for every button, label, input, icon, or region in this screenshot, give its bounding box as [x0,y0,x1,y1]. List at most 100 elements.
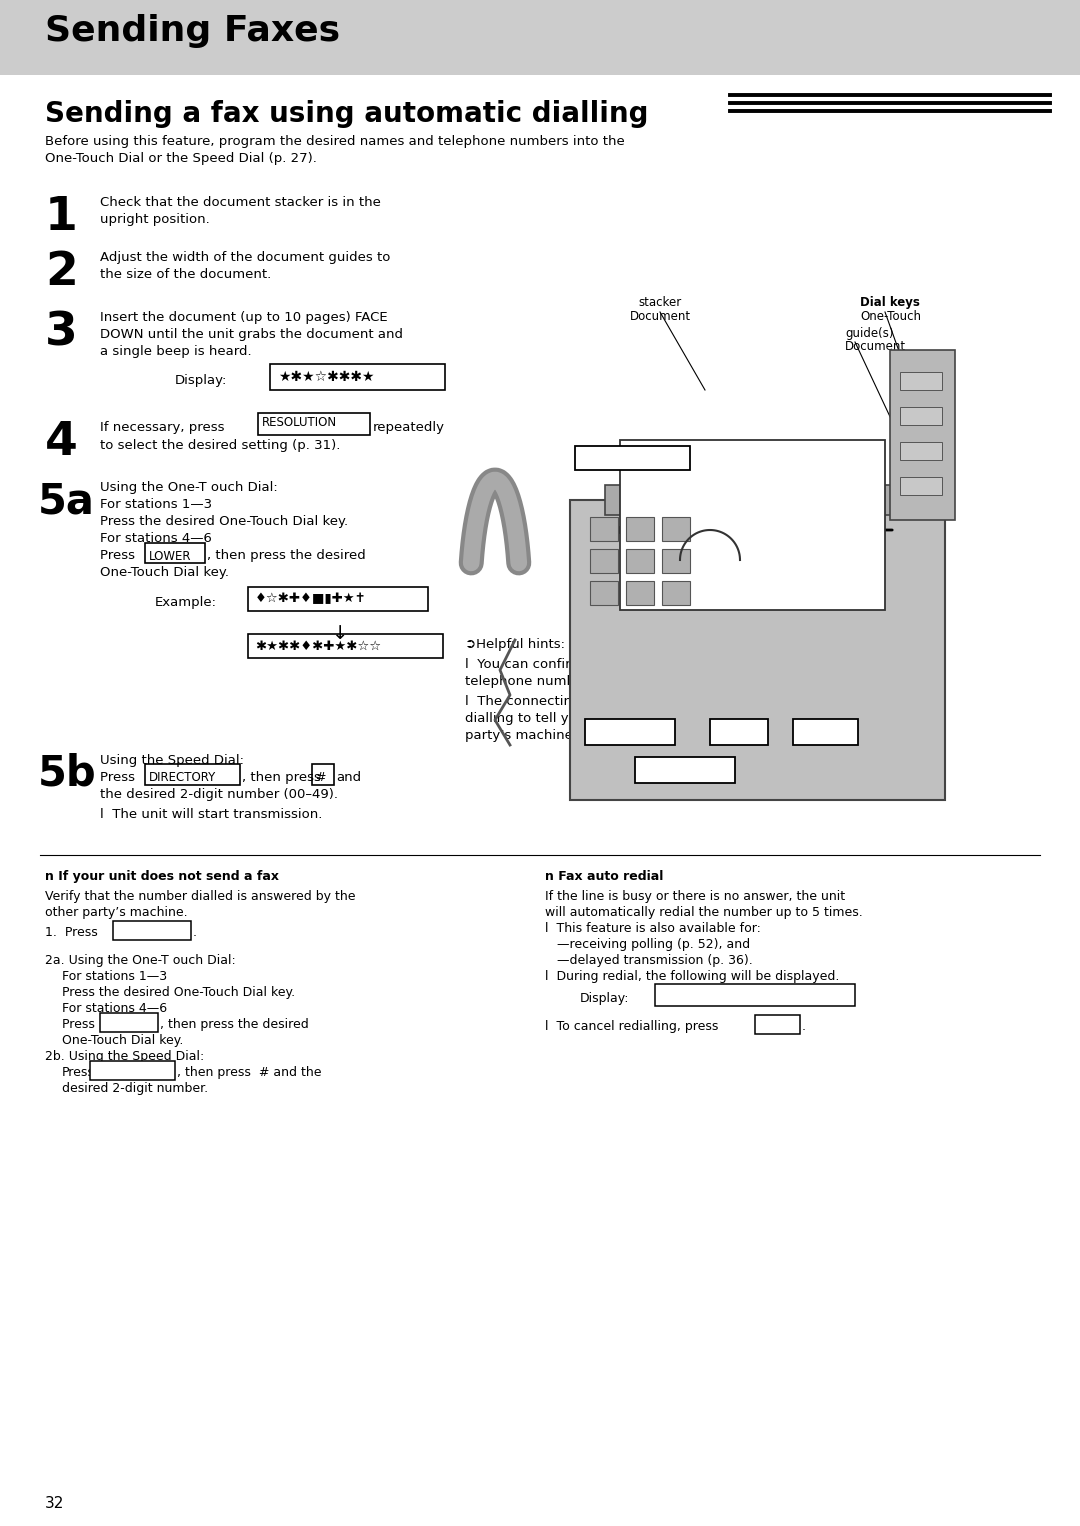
Text: 5a: 5a [38,481,95,522]
Bar [145,543,205,563]
Text: Press: Press [62,1067,95,1079]
Text: LOWER: LOWER [149,549,191,563]
Bar [626,517,654,542]
Text: 2a. Using the One-T ouch Dial:: 2a. Using the One-T ouch Dial: [45,954,235,967]
Bar [100,1013,158,1032]
Text: 4: 4 [45,420,78,465]
Bar [113,922,191,940]
Bar [900,443,942,459]
Text: DIRECTORY: DIRECTORY [149,771,216,784]
Bar [793,719,858,745]
Text: Press: Press [100,771,139,784]
Bar [0,0,1080,75]
Bar [626,581,654,604]
Text: For stations 1—3: For stations 1—3 [100,497,212,511]
Text: MONITOR: MONITOR [117,926,171,937]
Text: 1.  Press: 1. Press [45,926,98,938]
Text: RESOLUTION: RESOLUTION [262,417,337,429]
Text: Press the desired One-Touch Dial key.: Press the desired One-Touch Dial key. [62,986,295,1000]
Text: ✱☆☆☆☆☆ ✱✱☆☆☆: ✱☆☆☆☆☆ ✱✱☆☆☆ [660,993,793,1007]
Text: One-Touch: One-Touch [860,310,921,324]
Text: If necessary, press: If necessary, press [100,421,225,433]
Text: For stations 4—6: For stations 4—6 [62,1003,167,1015]
Text: other party’s machine.: other party’s machine. [45,906,188,919]
Bar [248,588,428,610]
Text: Using the Speed Dial:: Using the Speed Dial: [100,754,244,768]
Bar [90,1061,175,1080]
Text: , then press the desired: , then press the desired [160,1018,309,1032]
Text: 1: 1 [45,195,78,240]
Text: Insert the document (up to 10 pages) FACE: Insert the document (up to 10 pages) FAC… [100,311,388,324]
Text: a single beep is heard.: a single beep is heard. [100,345,252,359]
Text: Display:: Display: [175,374,228,388]
Text: DIRECTORY: DIRECTORY [94,1067,158,1077]
Text: Press: Press [100,549,139,562]
Text: Document: Document [630,310,690,324]
Text: stacker: stacker [638,296,681,308]
Bar [270,365,445,391]
Text: STOP: STOP [725,726,754,736]
Text: l  During redial, the following will be displayed.: l During redial, the following will be d… [545,971,839,983]
Text: #: # [315,771,325,784]
Bar [590,517,618,542]
Text: DOWN until the unit grabs the document and: DOWN until the unit grabs the document a… [100,328,403,340]
Bar [570,501,945,800]
Text: One-Touch Dial key.: One-Touch Dial key. [100,566,229,578]
Bar [890,349,955,520]
Bar [585,719,675,745]
Text: Press: Press [62,1018,99,1032]
Text: , then press the desired: , then press the desired [207,549,366,562]
Bar [900,407,942,426]
Text: —receiving polling (p. 52), and: —receiving polling (p. 52), and [545,938,751,951]
Text: Display:: Display: [580,992,630,1006]
Bar [626,549,654,572]
Text: 3: 3 [45,310,78,356]
Text: Verify that the number dialled is answered by the: Verify that the number dialled is answer… [45,890,355,903]
Bar [620,439,885,610]
Bar [635,757,735,783]
Bar [710,719,768,745]
Text: l  The connecting tone will be heard during: l The connecting tone will be heard duri… [465,694,753,708]
Text: Adjust the width of the document guides to: Adjust the width of the document guides … [100,250,390,264]
Text: to select the desired setting (p. 31).: to select the desired setting (p. 31). [100,439,340,452]
Text: FACE DOWN: FACE DOWN [701,540,804,555]
Text: l  This feature is also available for:: l This feature is also available for: [545,922,761,935]
Text: One-Touch Dial or the Speed Dial (p. 27).: One-Touch Dial or the Speed Dial (p. 27)… [45,153,316,165]
Bar [900,478,942,494]
Text: l  You can confirm the stored items on the: l You can confirm the stored items on th… [465,658,744,671]
Text: telephone number list (p. 64).: telephone number list (p. 64). [465,674,665,688]
Text: desired 2-digit number.: desired 2-digit number. [62,1082,208,1096]
Text: , then press  # and the: , then press # and the [177,1067,322,1079]
Text: 32: 32 [45,1495,65,1511]
Bar [662,581,690,604]
Text: Sending Faxes: Sending Faxes [45,14,340,47]
Text: party’s machine (p. 39).: party’s machine (p. 39). [465,729,625,742]
Bar [605,485,915,514]
Text: LOWER: LOWER [805,726,846,736]
Text: ♦☆✱✚♦■▮✚★✝: ♦☆✱✚♦■▮✚★✝ [255,592,367,604]
Text: .: . [802,1019,806,1033]
Bar [662,517,690,542]
Text: n If your unit does not send a fax: n If your unit does not send a fax [45,870,279,884]
Text: l  The unit will start transmission.: l The unit will start transmission. [100,807,322,821]
Text: Before using this feature, program the desired names and telephone numbers into : Before using this feature, program the d… [45,134,624,148]
Text: One-Touch Dial key.: One-Touch Dial key. [62,1035,184,1047]
Text: For stations 4—6: For stations 4—6 [100,533,212,545]
Text: Document: Document [845,340,906,353]
Text: Dial keys: Dial keys [860,296,920,308]
Bar [145,765,240,784]
Bar [900,372,942,391]
Text: 5b: 5b [38,752,97,795]
Text: STOP: STOP [759,1021,788,1032]
Text: l  To cancel redialling, press: l To cancel redialling, press [545,1019,718,1033]
Text: ✱★✱✱♦✱✚★✱☆☆: ✱★✱✱♦✱✚★✱☆☆ [255,639,381,653]
Text: the size of the document.: the size of the document. [100,269,271,281]
Text: Check that the document stacker is in the: Check that the document stacker is in th… [100,195,381,209]
Bar [312,765,334,784]
Text: RESOLUTION: RESOLUTION [579,450,654,462]
Text: Press the desired One-Touch Dial key.: Press the desired One-Touch Dial key. [100,514,348,528]
Bar [590,549,618,572]
Text: and: and [336,771,361,784]
Text: ➲Helpful hints:: ➲Helpful hints: [465,638,565,652]
Text: ↓: ↓ [332,624,348,642]
